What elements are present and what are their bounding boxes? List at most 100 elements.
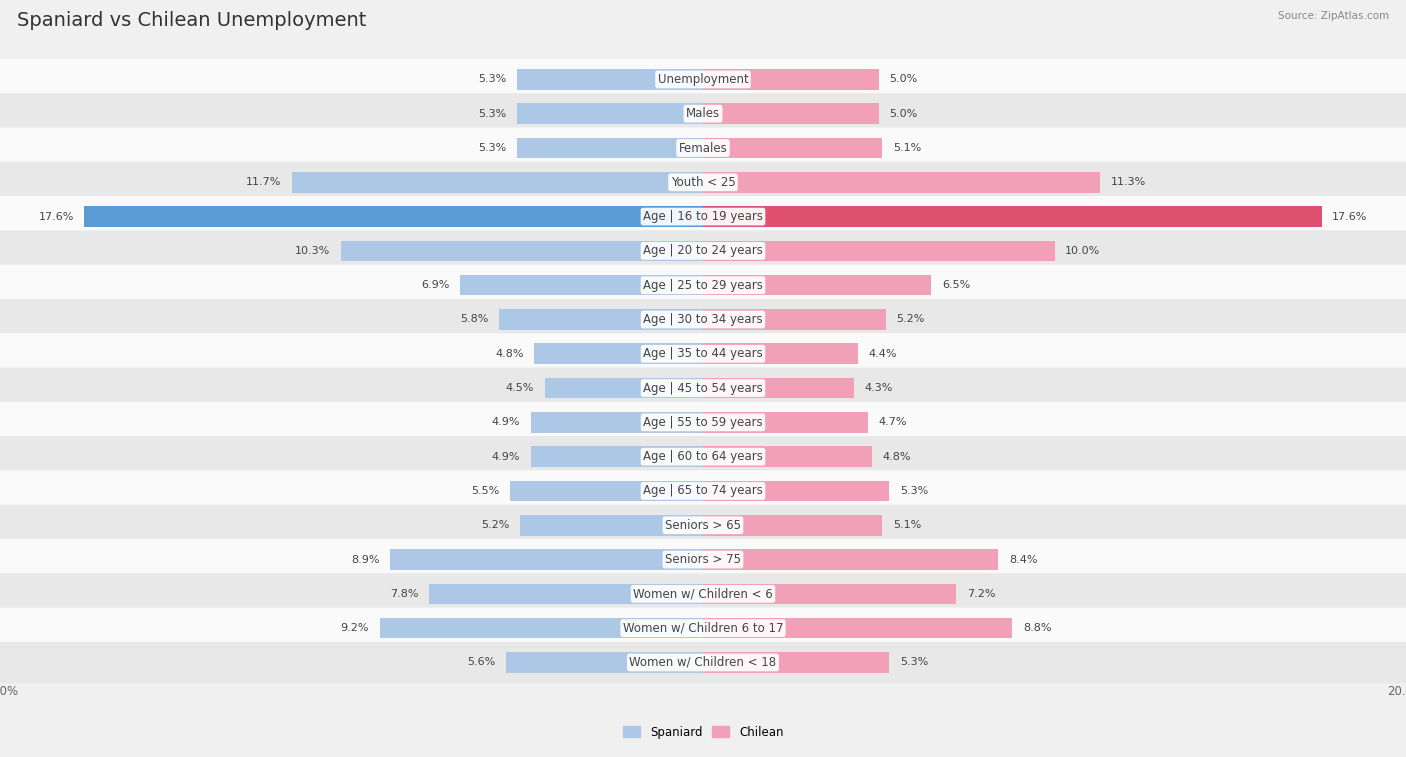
- Text: 4.8%: 4.8%: [495, 349, 524, 359]
- Text: 17.6%: 17.6%: [38, 212, 73, 222]
- FancyBboxPatch shape: [0, 470, 1406, 512]
- Text: Age | 16 to 19 years: Age | 16 to 19 years: [643, 210, 763, 223]
- Text: 5.3%: 5.3%: [478, 109, 506, 119]
- Text: Seniors > 75: Seniors > 75: [665, 553, 741, 566]
- FancyBboxPatch shape: [0, 196, 1406, 237]
- Bar: [517, 138, 703, 158]
- Bar: [703, 584, 956, 604]
- Text: 4.8%: 4.8%: [883, 452, 911, 462]
- Text: Spaniard vs Chilean Unemployment: Spaniard vs Chilean Unemployment: [17, 11, 366, 30]
- Text: 8.9%: 8.9%: [352, 555, 380, 565]
- Bar: [703, 309, 886, 330]
- Text: 4.9%: 4.9%: [492, 452, 520, 462]
- Text: 4.7%: 4.7%: [879, 417, 907, 428]
- FancyBboxPatch shape: [0, 367, 1406, 409]
- Bar: [534, 344, 703, 364]
- Bar: [461, 275, 703, 295]
- Text: Seniors > 65: Seniors > 65: [665, 519, 741, 531]
- Text: 10.0%: 10.0%: [1066, 246, 1101, 256]
- Bar: [429, 584, 703, 604]
- Bar: [703, 515, 883, 535]
- Bar: [380, 618, 703, 638]
- Bar: [517, 69, 703, 90]
- Text: 5.3%: 5.3%: [478, 143, 506, 153]
- FancyBboxPatch shape: [0, 642, 1406, 683]
- FancyBboxPatch shape: [0, 127, 1406, 169]
- FancyBboxPatch shape: [0, 299, 1406, 340]
- FancyBboxPatch shape: [0, 573, 1406, 615]
- Bar: [292, 172, 703, 192]
- Text: 5.3%: 5.3%: [900, 657, 928, 668]
- Bar: [703, 550, 998, 570]
- Text: 10.3%: 10.3%: [295, 246, 330, 256]
- FancyBboxPatch shape: [0, 162, 1406, 203]
- Bar: [703, 69, 879, 90]
- FancyBboxPatch shape: [0, 333, 1406, 375]
- Text: Age | 35 to 44 years: Age | 35 to 44 years: [643, 347, 763, 360]
- Bar: [546, 378, 703, 398]
- Text: 4.9%: 4.9%: [492, 417, 520, 428]
- Bar: [703, 344, 858, 364]
- FancyBboxPatch shape: [0, 505, 1406, 546]
- Text: Age | 65 to 74 years: Age | 65 to 74 years: [643, 484, 763, 497]
- Text: Age | 45 to 54 years: Age | 45 to 54 years: [643, 382, 763, 394]
- Bar: [703, 172, 1099, 192]
- Text: 8.8%: 8.8%: [1024, 623, 1052, 633]
- Text: 4.3%: 4.3%: [865, 383, 893, 393]
- Text: Unemployment: Unemployment: [658, 73, 748, 86]
- Text: 5.0%: 5.0%: [889, 74, 918, 85]
- Text: 8.4%: 8.4%: [1010, 555, 1038, 565]
- FancyBboxPatch shape: [0, 436, 1406, 477]
- Text: Youth < 25: Youth < 25: [671, 176, 735, 188]
- FancyBboxPatch shape: [0, 265, 1406, 306]
- Bar: [531, 447, 703, 467]
- Text: 4.5%: 4.5%: [506, 383, 534, 393]
- Text: 7.8%: 7.8%: [389, 589, 419, 599]
- Bar: [510, 481, 703, 501]
- Bar: [703, 618, 1012, 638]
- Text: 5.3%: 5.3%: [478, 74, 506, 85]
- Text: Women w/ Children < 18: Women w/ Children < 18: [630, 656, 776, 669]
- Bar: [703, 241, 1054, 261]
- Text: 17.6%: 17.6%: [1333, 212, 1368, 222]
- Bar: [703, 652, 889, 673]
- Text: Age | 60 to 64 years: Age | 60 to 64 years: [643, 450, 763, 463]
- Text: Age | 25 to 29 years: Age | 25 to 29 years: [643, 279, 763, 291]
- Bar: [517, 104, 703, 124]
- Text: 11.7%: 11.7%: [246, 177, 281, 187]
- Text: 5.0%: 5.0%: [889, 109, 918, 119]
- Bar: [703, 275, 932, 295]
- Bar: [391, 550, 703, 570]
- Bar: [703, 104, 879, 124]
- Bar: [703, 481, 889, 501]
- Text: 5.2%: 5.2%: [481, 520, 510, 530]
- Text: 5.2%: 5.2%: [897, 314, 925, 325]
- Bar: [703, 207, 1322, 227]
- Legend: Spaniard, Chilean: Spaniard, Chilean: [617, 721, 789, 743]
- Bar: [531, 412, 703, 433]
- Bar: [520, 515, 703, 535]
- Bar: [703, 447, 872, 467]
- FancyBboxPatch shape: [0, 59, 1406, 100]
- Text: Source: ZipAtlas.com: Source: ZipAtlas.com: [1278, 11, 1389, 21]
- Text: 9.2%: 9.2%: [340, 623, 368, 633]
- Text: 5.5%: 5.5%: [471, 486, 499, 496]
- Text: 11.3%: 11.3%: [1111, 177, 1146, 187]
- Text: 6.5%: 6.5%: [942, 280, 970, 290]
- Bar: [506, 652, 703, 673]
- Text: Males: Males: [686, 107, 720, 120]
- Text: 5.6%: 5.6%: [467, 657, 496, 668]
- FancyBboxPatch shape: [0, 230, 1406, 272]
- Text: 7.2%: 7.2%: [967, 589, 995, 599]
- Text: 6.9%: 6.9%: [422, 280, 450, 290]
- Text: Age | 20 to 24 years: Age | 20 to 24 years: [643, 245, 763, 257]
- Bar: [703, 138, 883, 158]
- Text: Women w/ Children 6 to 17: Women w/ Children 6 to 17: [623, 621, 783, 634]
- Text: 5.8%: 5.8%: [460, 314, 489, 325]
- Text: Age | 30 to 34 years: Age | 30 to 34 years: [643, 313, 763, 326]
- Text: 5.1%: 5.1%: [893, 520, 921, 530]
- FancyBboxPatch shape: [0, 93, 1406, 134]
- Text: 5.3%: 5.3%: [900, 486, 928, 496]
- Text: Age | 55 to 59 years: Age | 55 to 59 years: [643, 416, 763, 429]
- Bar: [84, 207, 703, 227]
